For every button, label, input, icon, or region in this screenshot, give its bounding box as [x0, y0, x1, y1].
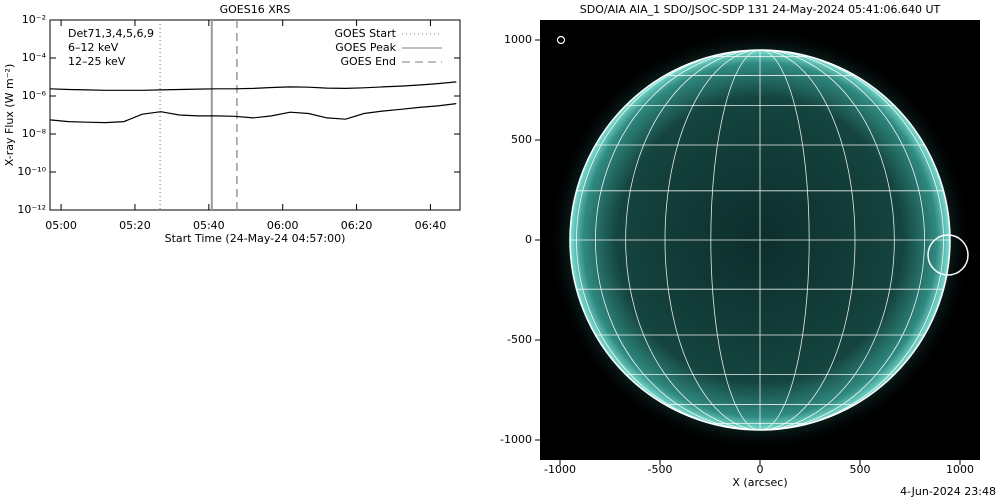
chart-title: SDO/AIA AIA_1 SDO/JSOC-SDP 131 24-May-20… — [580, 3, 941, 16]
y-tick-label: -1000 — [500, 433, 532, 446]
x-tick-label: 05:40 — [193, 219, 225, 232]
x-tick-label: 06:20 — [341, 219, 373, 232]
y-axis-label: X-ray Flux (W m⁻²) — [3, 64, 16, 166]
y-tick-label: 10⁻⁴ — [22, 51, 47, 64]
legend-label: GOES Peak — [335, 41, 396, 54]
flare-marker — [927, 234, 969, 276]
series-line — [49, 81, 457, 91]
x-tick-label: 1000 — [946, 463, 974, 476]
x-axis-label: X (arcsec) — [732, 476, 787, 489]
x-tick-label: -500 — [648, 463, 673, 476]
footer: 4-Jun-2024 23:48 — [900, 485, 996, 498]
x-tick-label: -1000 — [544, 463, 576, 476]
y-tick-label: 500 — [511, 133, 532, 146]
y-tick-label: 1000 — [504, 33, 532, 46]
x-axis-label: Start Time (24-May-24 04:57:00) — [165, 232, 346, 245]
annotation: 6–12 keV — [68, 41, 119, 54]
x-tick-label: 500 — [850, 463, 871, 476]
legend-symbol — [556, 35, 566, 45]
annotation: Det71,3,4,5,6,9 — [68, 27, 154, 40]
chart-title: GOES16 XRS — [220, 3, 291, 16]
y-tick-label: 10⁻⁶ — [22, 89, 47, 102]
legend-label: GOES Start — [335, 27, 397, 40]
series-line — [49, 103, 457, 124]
plot-frame — [49, 19, 461, 211]
y-tick-label: 10⁻¹⁰ — [17, 165, 46, 178]
x-tick-label: 06:40 — [415, 219, 447, 232]
x-tick-label: 06:00 — [267, 219, 299, 232]
x-tick-label: 05:20 — [119, 219, 151, 232]
y-tick-label: 10⁻² — [22, 13, 46, 26]
y-tick-label: 10⁻⁸ — [22, 127, 47, 140]
x-tick-label: 0 — [757, 463, 764, 476]
annotation: 12–25 keV — [68, 55, 126, 68]
x-tick-label: 05:00 — [45, 219, 77, 232]
y-tick-label: 0 — [525, 233, 532, 246]
legend-label: GOES End — [340, 55, 396, 68]
legend-label: AIA flare location — [570, 33, 664, 46]
y-tick-label: -500 — [507, 333, 532, 346]
y-tick-label: 10⁻¹² — [17, 203, 46, 216]
limb — [569, 49, 951, 431]
